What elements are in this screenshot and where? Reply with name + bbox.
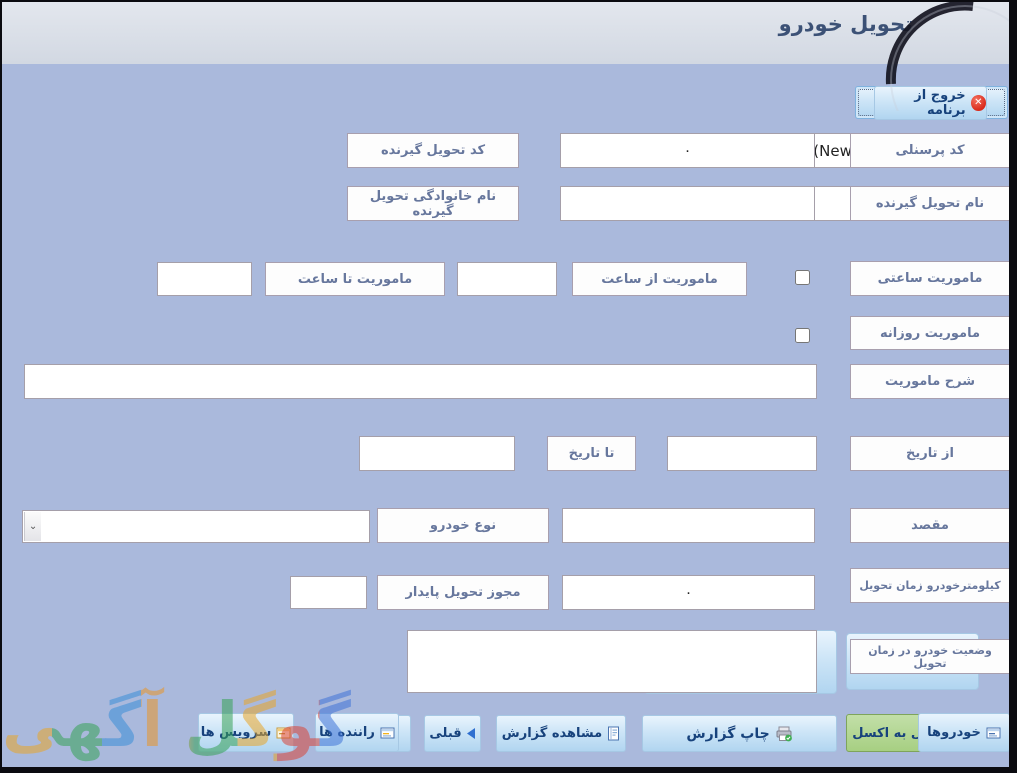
daily-mission-checkbox[interactable] [795,328,810,343]
page-title: تحویل خودرو [778,12,913,36]
hourly-mission-checkbox[interactable] [795,270,810,285]
hourly-mission-label: ماموریت ساعتی [850,261,1009,296]
receiver-name-label: نام تحویل گیرنده [850,186,1009,221]
to-date-label: تا تاریخ [547,436,636,471]
print-report-label: چاپ گزارش [686,725,770,742]
mission-from-hour-label: ماموریت از ساعت [572,262,747,296]
vehicle-km-field[interactable]: ٠ [562,575,815,610]
personnel-code-label: کد پرسنلی [850,133,1009,168]
view-report-button[interactable]: مشاهده گزارش [496,715,626,752]
receiver-code-label: کد تحویل گیرنده [347,133,519,168]
vehicle-delivery-window: تحویل خودرو جدید ✕ خروج از برنامه (New) … [2,2,1009,767]
mission-description-label: شرح ماموریت [850,364,1009,399]
from-date-label: از تاریخ [850,436,1009,471]
previous-button[interactable]: قبلی [424,715,481,752]
view-report-label: مشاهده گزارش [501,726,603,741]
mission-from-hour-field[interactable] [457,262,557,296]
window-header: تحویل خودرو [2,2,1009,64]
vehicle-type-label: نوع خودرو [377,508,549,543]
stable-delivery-permit-label: مجوز تحویل پایدار [377,575,549,610]
daily-mission-label: ماموریت روزانه [850,316,1009,350]
destination-label: مقصد [850,508,1009,543]
google-agahi-watermark: گوگل آگهی [2,680,359,767]
previous-label: قبلی [429,726,462,741]
vehicle-status-field[interactable] [407,630,817,693]
print-report-button[interactable]: چاپ گزارش [642,715,837,752]
from-date-field[interactable] [667,436,817,471]
report-icon [607,726,620,741]
receiver-name-field[interactable] [560,186,815,221]
mission-description-field[interactable] [24,364,817,399]
services-button[interactable]: سرویس ها [198,713,294,752]
personnel-code-field[interactable]: ٠ [560,133,815,168]
window-form-icon [380,727,395,739]
to-date-field[interactable] [359,436,515,471]
exit-program-button[interactable]: ✕ خروج از برنامه [874,86,987,120]
previous-arrow-icon [466,728,476,739]
services-label: سرویس ها [200,725,272,740]
vehicles-button[interactable]: خودروها [918,713,1009,752]
drivers-label: راننده ها [319,725,375,740]
destination-field[interactable] [562,508,815,543]
chevron-down-icon[interactable]: ⌄ [24,512,41,541]
vehicle-km-label: کیلومترخودرو زمان تحویل [850,568,1009,603]
mission-to-hour-field[interactable] [157,262,252,296]
red-circle-x-icon: ✕ [970,95,986,111]
vehicle-status-label: وضعیت خودرو در زمان تحویل [850,639,1009,674]
vehicles-label: خودروها [927,725,981,740]
vehicle-type-combobox[interactable]: ⌄ [22,510,370,543]
exit-program-label: خروج از برنامه [914,88,966,118]
window-form-icon [276,727,291,739]
receiver-lastname-label: نام خانوادگی تحویل گیرنده [347,186,519,221]
mission-to-hour-label: ماموریت تا ساعت [265,262,445,296]
window-form-icon [986,727,1001,739]
printer-check-icon [775,726,793,742]
drivers-button[interactable]: راننده ها [315,713,399,752]
stable-delivery-permit-field[interactable] [290,576,367,609]
